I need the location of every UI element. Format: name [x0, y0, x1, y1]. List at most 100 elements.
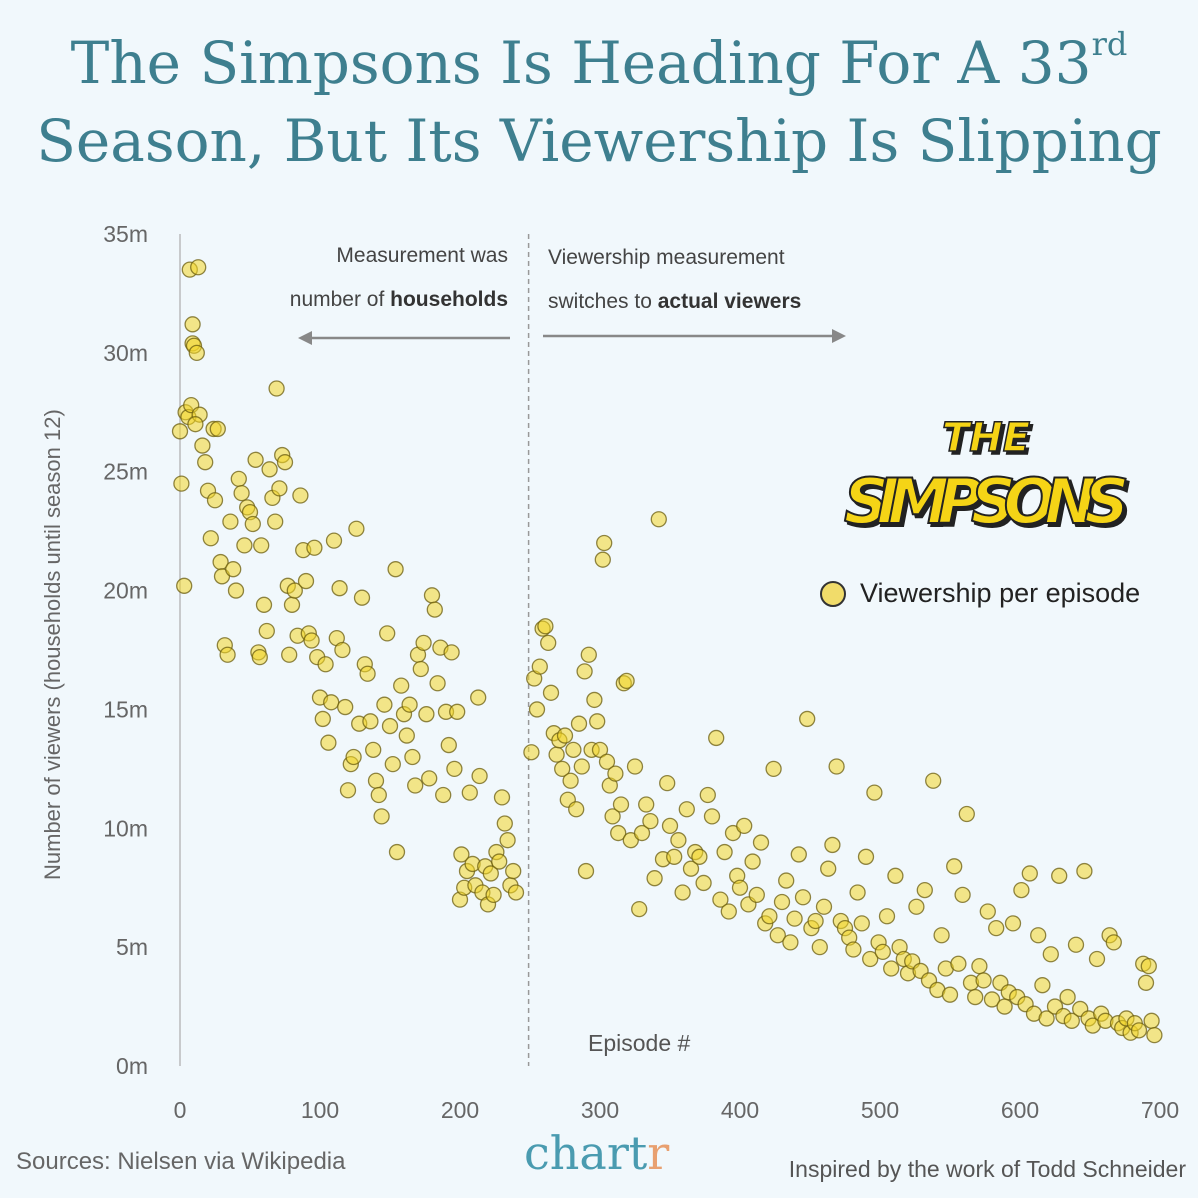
x-tick-label: 300	[581, 1097, 619, 1123]
data-point	[824, 836, 841, 854]
data-point	[320, 734, 337, 751]
x-tick-label: 600	[1001, 1097, 1039, 1123]
data-point	[565, 741, 582, 758]
data-point	[1038, 1010, 1055, 1027]
data-point	[261, 461, 278, 478]
data-point	[1146, 1026, 1163, 1044]
data-point	[925, 772, 942, 789]
data-point	[988, 919, 1005, 937]
logo-the: THE	[942, 415, 1030, 461]
y-tick-label: 25m	[103, 459, 148, 485]
data-point	[258, 622, 275, 640]
data-point	[197, 454, 214, 471]
data-point	[426, 601, 443, 618]
data-point	[887, 867, 904, 884]
data-point	[878, 908, 896, 925]
data-point	[1034, 977, 1051, 994]
data-point	[542, 684, 560, 701]
data-point	[744, 853, 761, 870]
data-point	[435, 786, 452, 804]
data-point	[423, 587, 441, 604]
data-point	[412, 660, 429, 678]
brand-logo: chartr	[524, 1126, 669, 1180]
data-point	[306, 539, 323, 556]
data-point	[1143, 1012, 1160, 1029]
data-point	[286, 582, 303, 599]
data-point	[971, 958, 988, 975]
data-point	[303, 632, 320, 649]
data-point	[173, 475, 190, 492]
data-point	[251, 648, 268, 666]
data-point	[1030, 927, 1047, 944]
data-point	[359, 665, 376, 682]
data-point	[573, 758, 590, 775]
brand-text: chart	[524, 1126, 648, 1180]
data-point	[853, 915, 870, 932]
data-point	[537, 618, 554, 635]
data-point	[209, 420, 226, 438]
data-point	[453, 846, 470, 863]
data-point	[496, 815, 513, 832]
data-point	[610, 824, 627, 842]
data-point	[577, 862, 595, 880]
data-point	[954, 886, 971, 903]
y-tick-label: 10m	[103, 815, 148, 841]
data-point	[736, 817, 753, 835]
data-point	[471, 767, 488, 785]
y-tick-label: 30m	[103, 340, 148, 366]
data-point	[946, 858, 963, 875]
data-point	[638, 796, 655, 813]
logo-simpsons: SIMPSONS	[844, 465, 1129, 538]
data-point	[499, 832, 516, 849]
data-point	[297, 572, 315, 590]
data-point	[367, 772, 385, 789]
y-tick-label: 5m	[116, 934, 148, 960]
data-point	[345, 748, 362, 766]
data-point	[225, 561, 242, 578]
data-point	[485, 886, 502, 903]
data-point	[440, 736, 457, 754]
data-point	[171, 423, 189, 440]
data-point	[703, 808, 721, 825]
data-point	[493, 789, 511, 806]
data-point	[184, 316, 201, 333]
data-point	[323, 694, 340, 711]
x-tick-label: 0	[174, 1097, 187, 1123]
y-tick-label: 0m	[116, 1053, 148, 1079]
data-point	[576, 663, 593, 680]
data-point	[799, 710, 816, 728]
data-point	[227, 582, 245, 599]
data-point	[540, 634, 557, 652]
data-point	[748, 886, 765, 903]
data-point	[376, 696, 393, 713]
data-point	[699, 786, 716, 804]
data-point	[631, 900, 648, 918]
data-point	[188, 344, 205, 362]
data-point	[370, 786, 387, 804]
data-point	[659, 774, 676, 792]
data-point	[292, 487, 309, 504]
data-point	[782, 934, 799, 951]
data-point	[187, 416, 204, 433]
annotation-left-line1: Measurement was	[336, 244, 508, 267]
data-point	[596, 534, 613, 552]
data-point	[720, 903, 737, 920]
data-point	[531, 658, 548, 675]
data-point	[670, 832, 687, 849]
data-point	[446, 760, 463, 778]
data-point	[554, 760, 571, 778]
data-point	[695, 874, 712, 892]
data-point	[398, 727, 415, 744]
data-point	[325, 532, 343, 549]
data-point	[562, 772, 579, 789]
data-point	[765, 760, 782, 778]
data-point	[401, 696, 418, 713]
x-axis-label: Episode #	[588, 1030, 691, 1056]
data-point	[528, 701, 546, 718]
data-point	[589, 713, 606, 730]
annotation-left-bold: households	[390, 288, 508, 311]
data-point	[598, 753, 616, 770]
data-point	[404, 748, 421, 766]
data-point	[362, 713, 379, 730]
